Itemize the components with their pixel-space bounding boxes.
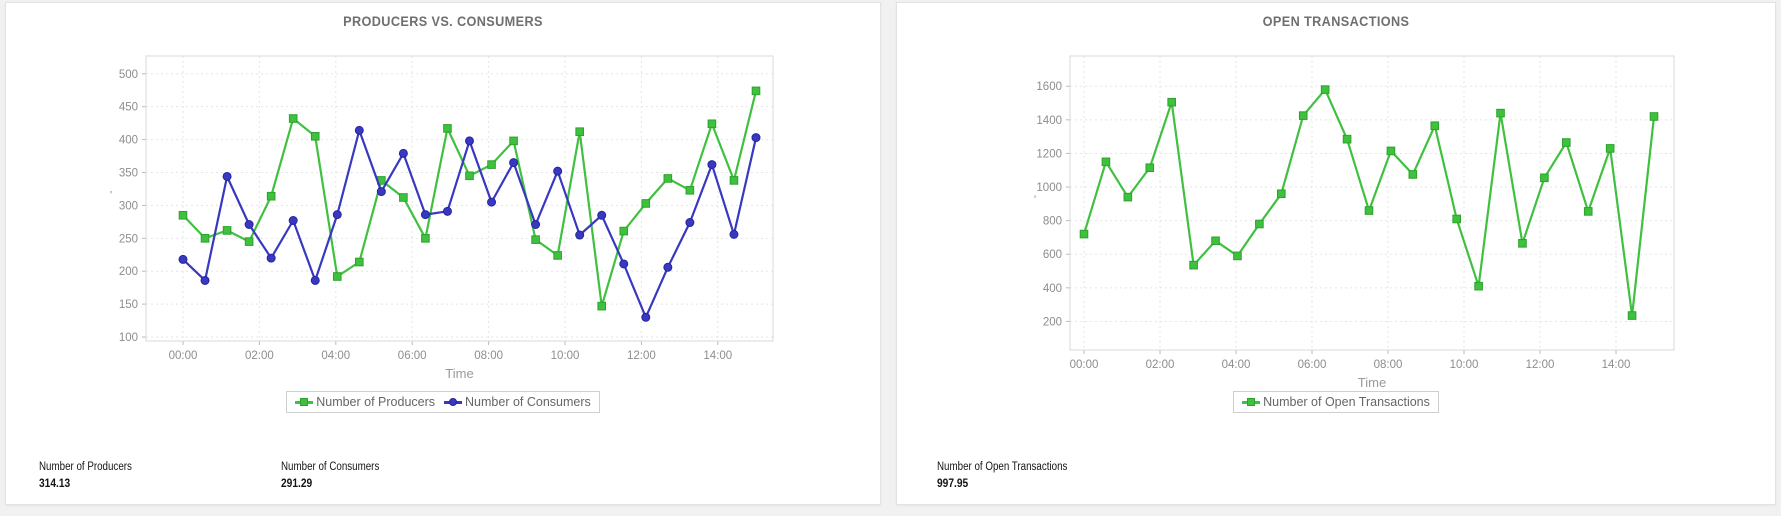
open-transactions-chart: 00:00 02:00 04:00 06:00 08:00 10:00 12:00 14:00…: [1034, 55, 1675, 390]
svg-text:06:00: 06:00: [398, 350, 427, 362]
svg-text:1400: 1400: [1036, 115, 1062, 127]
svg-text:150: 150: [119, 299, 138, 311]
legend-box: Number of Producers Number of Consumers: [286, 391, 600, 413]
stat-value: 314.13: [39, 476, 71, 490]
stat-label: Number of Open Transactions: [937, 461, 1068, 473]
svg-text:400: 400: [1043, 283, 1062, 295]
svg-text:100: 100: [119, 332, 138, 344]
svg-text:Time: Time: [1358, 375, 1386, 390]
stat-label: Number of Consumers: [281, 461, 380, 473]
svg-text:08:00: 08:00: [1374, 359, 1403, 371]
legend-label: Number of Producers: [316, 395, 436, 409]
svg-text:12:00: 12:00: [1526, 359, 1555, 371]
svg-text:300: 300: [119, 200, 138, 212]
legend-item-producers[interactable]: Number of Producers: [295, 395, 435, 409]
legend-item-open-transactions[interactable]: Number of Open Transactions: [1242, 395, 1430, 409]
svg-text:14:00: 14:00: [1602, 359, 1631, 371]
svg-text:Time: Time: [445, 366, 473, 381]
stat-value: 997.95: [937, 476, 969, 490]
svg-text:02:00: 02:00: [245, 350, 274, 362]
legend-box: Number of Open Transactions: [1233, 391, 1439, 413]
svg-text:800: 800: [1043, 216, 1062, 228]
svg-text:04:00: 04:00: [321, 350, 350, 362]
stat-number-of-open-transactions: Number of Open Transactions 997.95: [937, 461, 1067, 490]
stat-value: 291.29: [281, 476, 313, 490]
svg-text:00:00: 00:00: [169, 350, 198, 362]
svg-text:04:00: 04:00: [1222, 359, 1251, 371]
producers-series-marker-icon: [295, 396, 314, 408]
chart-title: OPEN TRANSACTIONS: [1262, 14, 1410, 29]
chart-legend: Number of Producers Number of Consumers: [6, 391, 880, 413]
stat-number-of-producers: Number of Producers 314.13: [39, 461, 132, 490]
stat-label: Number of Producers: [39, 461, 132, 473]
svg-text:10:00: 10:00: [551, 350, 580, 362]
svg-text:1600: 1600: [1036, 81, 1062, 93]
chart-legend: Number of Open Transactions: [897, 391, 1775, 413]
svg-text:': ': [110, 190, 112, 202]
svg-text:02:00: 02:00: [1146, 359, 1175, 371]
legend-item-consumers[interactable]: Number of Consumers: [444, 395, 591, 409]
svg-text:200: 200: [1043, 316, 1062, 328]
stat-number-of-consumers: Number of Consumers 291.29: [281, 461, 379, 490]
legend-label: Number of Consumers: [465, 395, 591, 409]
open-transactions-series-marker-icon: [1242, 396, 1261, 408]
svg-text:12:00: 12:00: [627, 350, 656, 362]
open-transactions-panel: OPEN TRANSACTIONS 00:00 02:00 04:00 06:00 08…: [896, 2, 1776, 505]
chart-title: PRODUCERS VS. CONSUMERS: [343, 14, 543, 29]
svg-text:06:00: 06:00: [1298, 359, 1327, 371]
producers-consumers-chart: 00:00 02:00 04:00 06:00 08:00 10:00 12:00 14:00…: [110, 55, 774, 381]
svg-text:350: 350: [119, 168, 138, 180]
svg-text:': ': [1034, 194, 1036, 206]
svg-text:250: 250: [119, 233, 138, 245]
producers-consumers-panel: PRODUCERS VS. CONSUMERS 00:00 02:00 04:00 0…: [5, 2, 881, 505]
svg-text:600: 600: [1043, 249, 1062, 261]
svg-text:00:00: 00:00: [1070, 359, 1099, 371]
svg-text:10:00: 10:00: [1450, 359, 1479, 371]
consumers-series-marker-icon: [444, 396, 463, 408]
svg-text:500: 500: [119, 69, 138, 81]
svg-text:08:00: 08:00: [474, 350, 503, 362]
svg-text:450: 450: [119, 102, 138, 114]
legend-label: Number of Open Transactions: [1263, 395, 1430, 409]
svg-text:1200: 1200: [1036, 148, 1062, 160]
svg-text:200: 200: [119, 266, 138, 278]
svg-text:1000: 1000: [1036, 182, 1062, 194]
svg-text:14:00: 14:00: [703, 350, 732, 362]
svg-text:400: 400: [119, 135, 138, 147]
